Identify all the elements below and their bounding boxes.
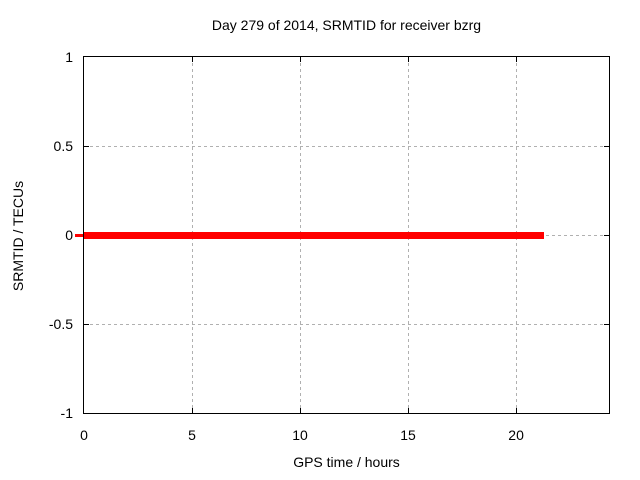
x-tick-label: 0 xyxy=(80,427,88,443)
x-tick-bottom xyxy=(515,408,517,413)
x-tick-bottom xyxy=(191,408,193,413)
y-tick-label: 0 xyxy=(65,227,73,243)
chart-title: Day 279 of 2014, SRMTID for receiver bzr… xyxy=(211,17,482,33)
y-tick-right xyxy=(604,145,609,147)
x-tick-bottom xyxy=(299,408,301,413)
y-tick-label: 1 xyxy=(65,49,73,65)
y-axis-label: SRMTID / TECUs xyxy=(10,180,26,292)
x-tick-label: 5 xyxy=(188,427,196,443)
y-gridline xyxy=(84,323,609,325)
x-tick-top xyxy=(407,57,409,62)
x-tick-label: 15 xyxy=(400,427,416,443)
x-tick-bottom xyxy=(407,408,409,413)
y-tick-label: -0.5 xyxy=(48,316,73,332)
y-tick-left xyxy=(84,323,89,325)
series-line-srmtid xyxy=(84,231,545,239)
x-tick-top xyxy=(191,57,193,62)
x-tick-top xyxy=(515,57,517,62)
x-tick-label: 20 xyxy=(508,427,524,443)
y-tick-left xyxy=(84,145,89,147)
y-tick-right xyxy=(604,234,609,236)
y-gridline xyxy=(84,145,609,147)
x-tick-label: 10 xyxy=(292,427,308,443)
y-tick-label: 0.5 xyxy=(53,138,73,154)
x-tick-top xyxy=(299,57,301,62)
series-line-start-cap xyxy=(75,233,83,237)
y-tick-right xyxy=(604,323,609,325)
plot-area: 0 5 10 15 20 1 0.5 0 -0.5 -1 xyxy=(49,50,610,442)
x-axis-label: GPS time / hours xyxy=(293,454,400,470)
y-tick-label: -1 xyxy=(60,405,73,421)
